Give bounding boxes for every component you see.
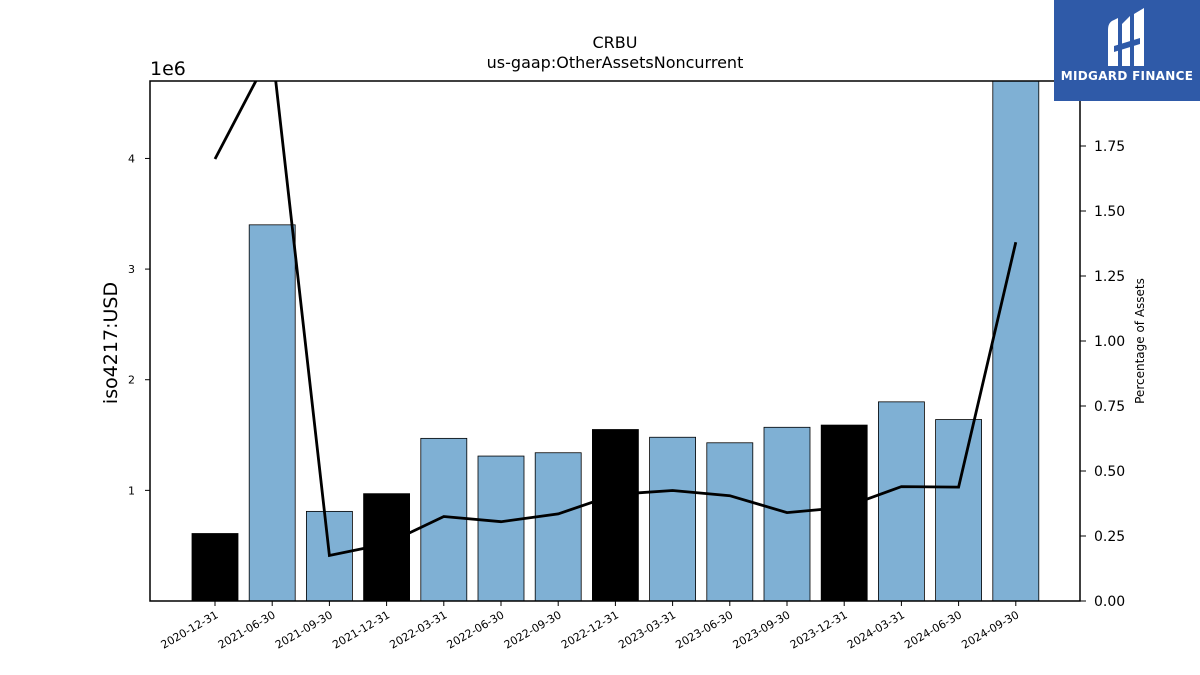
y2-tick-label: 0.25 bbox=[1094, 529, 1125, 545]
plot-frame bbox=[149, 80, 1081, 602]
y-tick-label: 3 bbox=[128, 263, 135, 276]
y-tick-label: 1 bbox=[128, 484, 135, 497]
y2-axis-label: Percentage of Assets bbox=[1133, 278, 1147, 404]
x-tick-label: 2023-06-30 bbox=[673, 608, 735, 651]
x-tick-label: 2022-03-31 bbox=[387, 608, 449, 651]
bar-2023-12-31 bbox=[820, 424, 868, 602]
bar-2023-03-31 bbox=[649, 436, 696, 602]
x-tick-label: 2022-06-30 bbox=[445, 608, 507, 651]
logo-text: MIDGARD FINANCE bbox=[1060, 69, 1194, 83]
y2-tick-label: 1.75 bbox=[1094, 139, 1125, 155]
x-tick-label: 2022-12-31 bbox=[559, 608, 621, 651]
x-tick-label: 2024-09-30 bbox=[959, 608, 1021, 651]
x-tick-label: 2023-09-30 bbox=[731, 608, 793, 651]
y2-tick-label: 1.50 bbox=[1094, 204, 1125, 220]
x-tick-label: 2023-03-31 bbox=[616, 608, 678, 651]
y-tick-label: 2 bbox=[128, 374, 135, 387]
bar-2022-12-31 bbox=[592, 429, 639, 602]
x-tick-label: 2021-09-30 bbox=[273, 608, 335, 651]
y2-tick-label: 0.75 bbox=[1094, 399, 1125, 415]
bar-2022-09-30 bbox=[534, 452, 582, 602]
y-axis-ticks: 1 2 3 4 bbox=[128, 152, 150, 497]
x-tick-label: 2021-12-31 bbox=[330, 608, 392, 651]
y-tick-label: 4 bbox=[128, 152, 135, 165]
y2-tick-label: 0.00 bbox=[1094, 594, 1125, 610]
bar-2021-06-30 bbox=[248, 224, 296, 602]
chart-subtitle: us-gaap:OtherAssetsNoncurrent bbox=[487, 53, 744, 72]
chart-title: CRBU bbox=[593, 33, 638, 52]
y2-tick-label: 1.00 bbox=[1094, 334, 1125, 350]
y-axis-label: iso4217:USD bbox=[100, 282, 122, 404]
bar-2024-06-30 bbox=[935, 419, 982, 602]
y2-tick-label: 1.25 bbox=[1094, 269, 1125, 285]
x-axis-ticks: 2020-12-312021-06-302021-09-302021-12-31… bbox=[159, 601, 1021, 652]
x-tick-label: 2022-09-30 bbox=[502, 608, 564, 651]
x-tick-label: 2021-06-30 bbox=[216, 608, 278, 651]
bar-2024-09-30 bbox=[992, 80, 1040, 602]
x-tick-label: 2020-12-31 bbox=[159, 608, 221, 651]
y2-tick-label: 0.50 bbox=[1094, 464, 1125, 480]
bar-2022-03-31 bbox=[420, 437, 468, 602]
percentage-line bbox=[213, 81, 1018, 558]
brand-logo: MIDGARD FINANCE bbox=[1054, 0, 1200, 101]
bar-group bbox=[191, 80, 1040, 602]
bar-2023-06-30 bbox=[706, 442, 754, 602]
x-tick-label: 2023-12-31 bbox=[788, 608, 850, 651]
bar-2023-09-30 bbox=[763, 426, 811, 602]
line-group bbox=[213, 81, 1018, 558]
logo-icon bbox=[1108, 8, 1144, 66]
bar-2020-12-31 bbox=[191, 533, 239, 602]
y-offset-label: 1e6 bbox=[150, 58, 186, 80]
bar-2024-03-31 bbox=[878, 401, 925, 602]
x-tick-label: 2024-03-31 bbox=[845, 608, 907, 651]
y2-axis-ticks: 0.00 0.25 0.50 0.75 1.00 1.25 1.50 1.75 bbox=[1080, 139, 1125, 610]
x-tick-label: 2024-06-30 bbox=[902, 608, 964, 651]
bar-2022-06-30 bbox=[477, 455, 525, 602]
